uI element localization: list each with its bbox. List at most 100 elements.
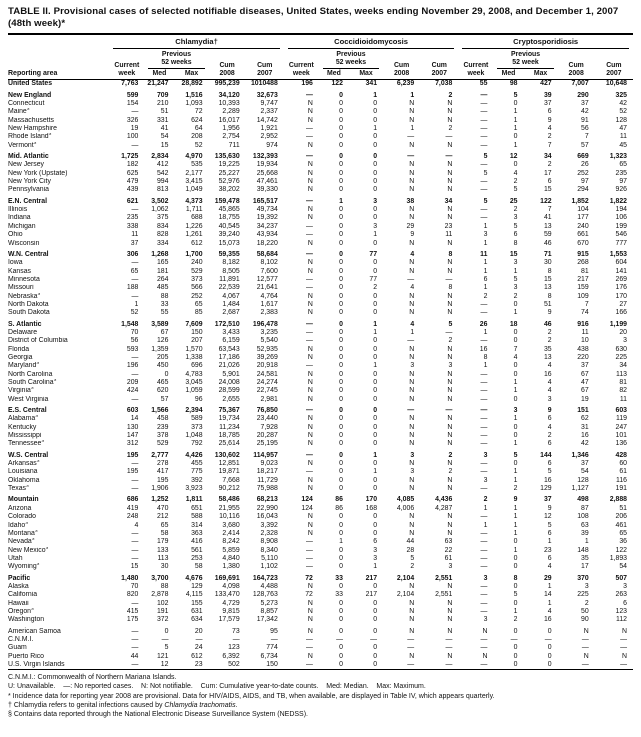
value-cell: 17,186	[218, 353, 240, 361]
value-cell: 39	[543, 91, 552, 99]
reporting-area-cell: Oklahoma	[8, 476, 40, 484]
value-cell: 0	[513, 627, 518, 635]
reporting-area-cell: South Dakota	[8, 309, 50, 317]
value-cell: 5	[483, 197, 488, 205]
value-cell: 2	[448, 451, 453, 459]
previous-52-weeks-header: Previous 52 week	[493, 49, 557, 70]
value-cell: 1	[483, 284, 488, 292]
value-cell: N	[307, 214, 313, 222]
value-cell: —	[480, 395, 488, 403]
value-cell: 28	[406, 546, 415, 554]
value-cell: 68,213	[256, 496, 278, 504]
table-row: Alaska 70 88 129 4,098 4,488 N 0 0 N N — 0 1 3 3	[8, 583, 633, 591]
value-cell: 16,017	[218, 116, 240, 124]
value-cell: 45,865	[218, 206, 240, 214]
value-cell: 314	[191, 521, 203, 529]
value-cell: 0	[373, 476, 378, 484]
table-row: Minnesota — 264 373 11,891 12,577 — 0 77 — — 6 5 15 21…	[8, 276, 633, 284]
value-cell: 77	[369, 250, 378, 258]
value-cell: 23	[543, 546, 552, 554]
value-cell: 179	[156, 538, 169, 546]
disease-group-row: Chlamydia† Coccidioidomycosis Cryptospor…	[8, 34, 633, 49]
value-cell: —	[131, 141, 139, 149]
value-cell: 1	[483, 521, 488, 529]
value-cell: 188	[126, 284, 139, 292]
value-cell: N	[307, 108, 313, 116]
value-cell: 21,247	[147, 80, 169, 88]
value-cell: N	[307, 300, 313, 308]
value-cell: N	[409, 521, 415, 529]
value-cell: 1,093	[185, 100, 203, 107]
value-cell: 67	[581, 370, 589, 378]
value-cell: 378	[156, 432, 169, 440]
value-cell: 1,323	[609, 153, 627, 161]
value-cell: 195	[156, 476, 169, 484]
reporting-area-cell: United States	[8, 80, 53, 88]
table-row: South Carolina§ 209 465 3,045 24,008 24,274 N 0…	[8, 379, 633, 387]
value-cell: N	[409, 529, 415, 537]
reporting-area-cell: Montana§	[8, 529, 38, 537]
value-cell: —	[131, 206, 139, 214]
value-cell: 25,614	[218, 440, 240, 448]
value-cell: 5,540	[260, 337, 278, 345]
footnote-star: * Incidence data for reporting year 2008…	[8, 692, 495, 700]
max-header: Max	[533, 70, 548, 78]
footnote-section: § Contains data reported through the Nat…	[8, 711, 308, 719]
value-cell: 709	[156, 91, 169, 99]
value-cell: 18,217	[256, 468, 278, 476]
value-cell: 4,488	[260, 582, 278, 590]
value-cell: 0	[164, 627, 169, 635]
value-cell: 498	[577, 496, 589, 504]
value-cell: 450	[156, 362, 169, 370]
table-row: Washington 175 372 634 17,579 17,342 N 0 0 N N 3 2 16…	[8, 616, 633, 624]
value-cell: 0	[339, 485, 343, 493]
value-cell: 424	[126, 387, 139, 395]
value-cell: N	[409, 476, 415, 484]
reporting-area-cell: Illinois	[8, 206, 28, 214]
reporting-area-cell: New Mexico§	[8, 546, 49, 554]
value-cell: 61	[619, 468, 627, 476]
value-cell: 65	[130, 267, 139, 275]
value-cell: 59	[543, 231, 552, 239]
value-cell: 29	[543, 574, 552, 582]
value-cell: 1	[513, 476, 518, 484]
value-cell: 3,589	[151, 320, 169, 328]
value-cell: 6	[547, 554, 552, 562]
value-cell: 0	[339, 250, 343, 258]
value-cell: 4,970	[185, 153, 203, 161]
reporting-area-cell: South Carolina§	[8, 379, 57, 386]
table-row: U.S. Virgin Islands — 12 23 502 150 — 0 0 — — — 0 0 — —	[8, 661, 633, 670]
value-cell: 52,976	[218, 178, 240, 186]
value-cell: 4	[410, 284, 415, 292]
value-cell: —	[445, 407, 453, 415]
value-cell: 33	[160, 300, 169, 308]
value-cell: 3	[373, 546, 378, 554]
value-cell: 207	[191, 337, 203, 345]
value-cell: 1	[410, 328, 415, 336]
value-cell: 0	[373, 178, 378, 186]
value-cell: N	[447, 476, 453, 484]
value-cell: 15	[160, 141, 169, 149]
value-cell: 2	[584, 599, 589, 607]
value-cell: 195	[126, 451, 139, 459]
table-row: Tennessee§ 312 529 792 25,614 25,195 N 0 0 N N — 1 6 4…	[8, 440, 633, 448]
value-cell: 370	[577, 574, 589, 582]
value-cell: 0	[339, 100, 343, 107]
value-cell: 0	[373, 607, 378, 615]
reporting-area-cell: Maine§	[8, 108, 30, 116]
value-cell: 0	[373, 661, 378, 668]
value-cell: —	[480, 178, 488, 186]
value-cell: —	[306, 644, 313, 652]
value-cell: N	[447, 616, 453, 624]
value-cell: 0	[339, 300, 343, 308]
cum-2007-header: Cum 2007	[257, 61, 273, 78]
value-cell: 27	[619, 300, 627, 308]
value-cell: 0	[513, 432, 518, 440]
reporting-area-spacer	[8, 34, 109, 49]
value-cell: N	[447, 521, 453, 529]
value-cell: 23	[444, 222, 453, 230]
value-cell: 3,923	[185, 485, 203, 493]
value-cell: N	[307, 513, 313, 521]
value-cell: 0	[373, 353, 378, 361]
value-cell: 1	[339, 197, 343, 205]
